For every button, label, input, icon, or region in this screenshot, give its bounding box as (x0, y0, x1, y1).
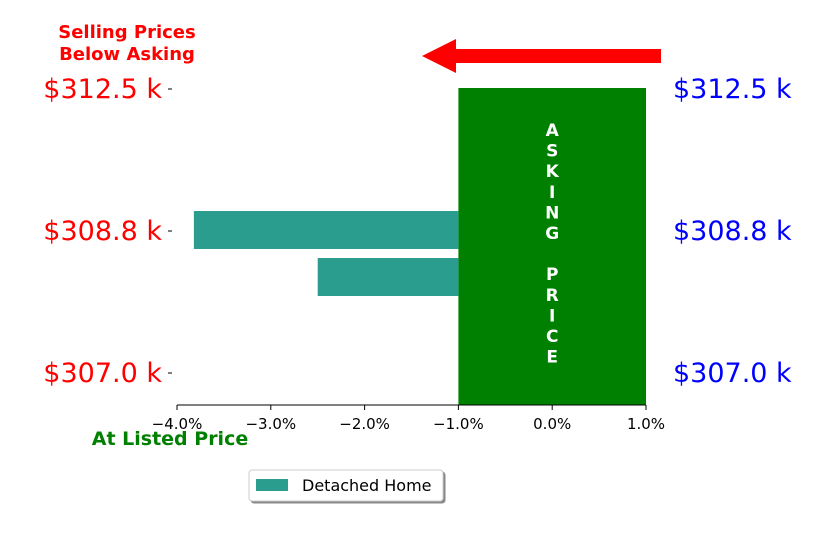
y-right-tick-label: $308.8 k (673, 216, 792, 247)
asking-price-letter: G (545, 224, 559, 244)
asking-price-letter: S (546, 142, 558, 162)
x-tick-label: 1.0% (627, 415, 665, 433)
y-left-tick-label: $308.8 k (43, 216, 162, 247)
x-tick-label: −4.0% (152, 415, 203, 433)
y-right-tick-label: $312.5 k (673, 74, 792, 105)
asking-price-letter: I (549, 306, 555, 326)
bar-detached-home (193, 211, 459, 249)
asking-price-letter: C (546, 327, 558, 347)
legend-swatch (256, 479, 288, 491)
y-right-tick-label: $307.0 k (673, 358, 792, 389)
right-y-axis: $312.5 k $308.8 k $307.0 k (673, 74, 792, 389)
x-tick-label: −2.0% (339, 415, 390, 433)
legend-box (248, 469, 444, 502)
below-asking-annotation-line2: Below Asking (59, 44, 195, 65)
asking-price-letter: N (545, 203, 559, 223)
x-tick-label: 0.0% (533, 415, 571, 433)
asking-price-letter: R (546, 286, 559, 306)
legend-label: Detached Home (302, 476, 432, 495)
asking-price-letter: I (549, 183, 555, 203)
asking-price-letter: A (546, 121, 560, 141)
asking-price-letter: K (546, 162, 560, 182)
at-listed-price-annotation: At Listed Price (92, 428, 248, 450)
y-left-tick-label: $307.0 k (43, 358, 162, 389)
x-axis-ticks: −4.0% −3.0% −2.0% −1.0% 0.0% 1.0% (152, 405, 665, 433)
asking-price-letter: E (546, 348, 558, 368)
left-y-axis: $312.5 k $308.8 k $307.0 k (43, 74, 172, 389)
left-arrow-icon (422, 39, 661, 73)
asking-price-letter: P (546, 265, 558, 285)
y-left-tick-label: $312.5 k (43, 74, 162, 105)
legend: Detached Home (248, 469, 444, 502)
below-asking-annotation-line1: Selling Prices (58, 22, 195, 43)
x-tick-label: −1.0% (433, 415, 484, 433)
bar-detached-home (317, 258, 459, 296)
bars-group (193, 211, 459, 296)
x-tick-label: −3.0% (245, 415, 296, 433)
asking-price-band (458, 88, 646, 405)
